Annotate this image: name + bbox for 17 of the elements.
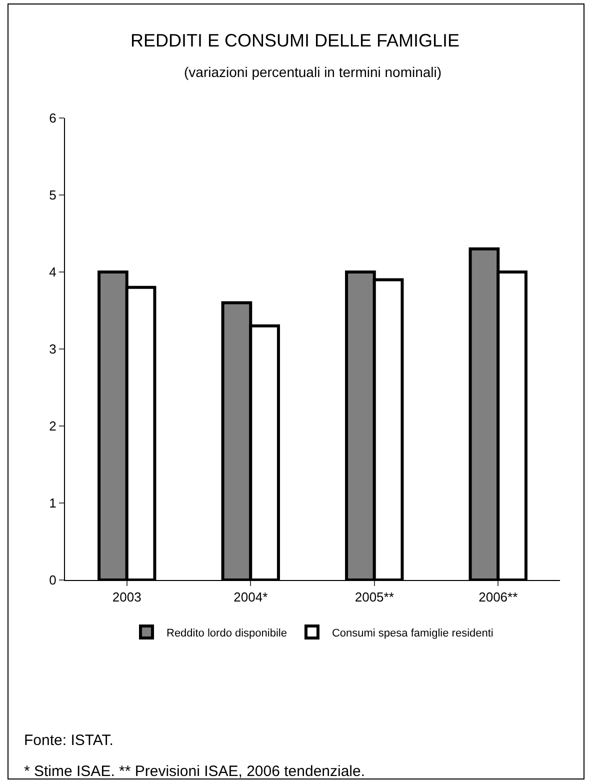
y-tick-label: 4 xyxy=(49,264,56,280)
chart-subtitle: (variazioni percentuali in termini nominali) xyxy=(184,64,442,80)
text: * Stime ISAE. ** Previsioni ISAE, 2006 tendenziale. xyxy=(24,763,366,780)
y-tick-label: 1 xyxy=(49,496,56,511)
x-tick-label: 2006** xyxy=(478,590,518,605)
x-tick-label: 2005** xyxy=(354,590,394,605)
source-note: Fonte: ISTAT. xyxy=(24,732,114,749)
x-tick-label: 2003 xyxy=(112,590,142,605)
y-tick-label: 6 xyxy=(49,110,56,126)
y-tick-label: 0 xyxy=(49,572,56,588)
y-tick-label: 2 xyxy=(49,418,56,434)
legend-label: Consumi spesa famiglie residenti xyxy=(332,627,494,640)
x-tick-label: 2004* xyxy=(234,590,268,605)
y-tick-label: 3 xyxy=(49,342,56,357)
legend-label: Reddito lordo disponibile xyxy=(166,627,287,640)
y-tick-label: 5 xyxy=(49,188,56,203)
chart-title: REDDITI E CONSUMI DELLE FAMIGLIE xyxy=(130,30,460,50)
